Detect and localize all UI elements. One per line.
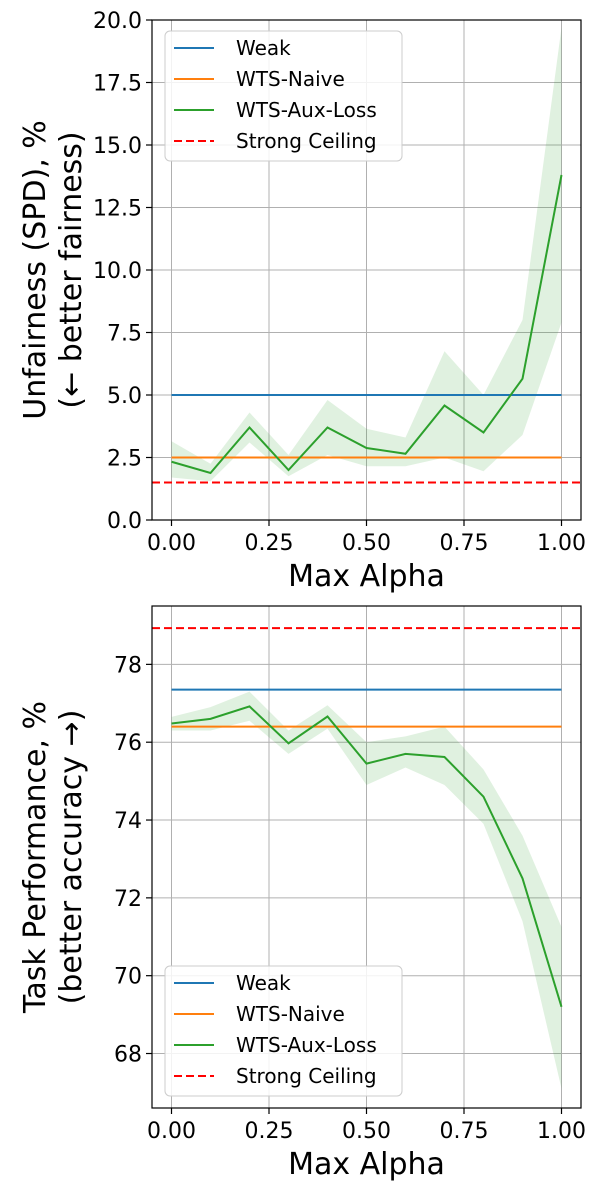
confidence-band-wts-aux-loss bbox=[171, 691, 562, 1089]
y-tick-label: 74 bbox=[114, 809, 142, 834]
y-axis-label: Unfairness (SPD), %(← better fairness) bbox=[18, 120, 89, 420]
y-tick-label: 68 bbox=[114, 1043, 142, 1068]
legend: Weak WTS-Naive WTS-Aux-Loss Strong Ceiling bbox=[164, 30, 403, 162]
x-tick-label: 0.50 bbox=[342, 531, 391, 556]
y-axis-label-line: Task Performance, % bbox=[18, 701, 53, 1014]
series-line-wts-aux-loss bbox=[171, 705, 563, 1008]
x-tick-label: 1.00 bbox=[537, 531, 586, 556]
y-tick-label: 5.0 bbox=[107, 384, 142, 409]
legend-label: Strong Ceiling bbox=[236, 1064, 377, 1088]
legend-label: Weak bbox=[236, 36, 291, 60]
y-axis-label-line: (better accuracy →) bbox=[54, 710, 89, 1005]
y-tick-label: 70 bbox=[114, 965, 142, 990]
y-axis-label: Task Performance, %(better accuracy →) bbox=[18, 701, 89, 1014]
legend-label: WTS-Naive bbox=[236, 1002, 345, 1026]
x-tick-label: 0.50 bbox=[342, 1119, 391, 1144]
y-tick-label: 12.5 bbox=[93, 197, 142, 222]
x-axis-label: Max Alpha bbox=[288, 559, 445, 594]
series-line-wts-aux-loss bbox=[171, 174, 563, 475]
x-tick-label: 0.25 bbox=[245, 531, 294, 556]
y-axis-label-line: (← better fairness) bbox=[54, 131, 89, 408]
plot-area bbox=[152, 27, 581, 484]
legend-label: WTS-Aux-Loss bbox=[236, 1033, 377, 1057]
y-tick-label: 10.0 bbox=[93, 259, 142, 284]
legend-box bbox=[164, 30, 403, 162]
plot-area bbox=[152, 627, 581, 1089]
x-tick-label: 0.00 bbox=[147, 531, 196, 556]
y-tick-label: 2.5 bbox=[107, 447, 142, 472]
x-tick-label: 1.00 bbox=[537, 1119, 586, 1144]
chart-panel-2: 0.00 0.25 0.50 0.75 1.00 68 70 72 74 76 78 Max Alph… bbox=[18, 605, 586, 1182]
y-tick-label: 72 bbox=[114, 887, 142, 912]
y-tick-label: 17.5 bbox=[93, 72, 142, 97]
legend-label: WTS-Aux-Loss bbox=[236, 98, 377, 122]
legend-label: Strong Ceiling bbox=[236, 129, 377, 153]
x-tick-label: 0.00 bbox=[147, 1119, 196, 1144]
y-tick-label: 7.5 bbox=[107, 322, 142, 347]
y-axis-label-line: Unfairness (SPD), % bbox=[18, 120, 53, 420]
legend-label: WTS-Naive bbox=[236, 67, 345, 91]
legend-box bbox=[164, 965, 403, 1097]
y-tick-label: 15.0 bbox=[93, 134, 142, 159]
y-tick-label: 20.0 bbox=[93, 9, 142, 34]
x-tick-label: 0.75 bbox=[440, 1119, 489, 1144]
y-tick-label: 78 bbox=[114, 653, 142, 678]
y-tick-label: 76 bbox=[114, 731, 142, 756]
x-tick-label: 0.25 bbox=[245, 1119, 294, 1144]
chart-panel-1: 0.00 0.25 0.50 0.75 1.00 0.0 2.5 5.0 7.5 10.0 12.5… bbox=[18, 9, 586, 594]
legend-label: Weak bbox=[236, 971, 291, 995]
legend: Weak WTS-Naive WTS-Aux-Loss Strong Ceiling bbox=[164, 965, 403, 1097]
x-tick-label: 0.75 bbox=[440, 531, 489, 556]
x-axis-label: Max Alpha bbox=[288, 1147, 445, 1182]
y-tick-label: 0.0 bbox=[107, 509, 142, 534]
